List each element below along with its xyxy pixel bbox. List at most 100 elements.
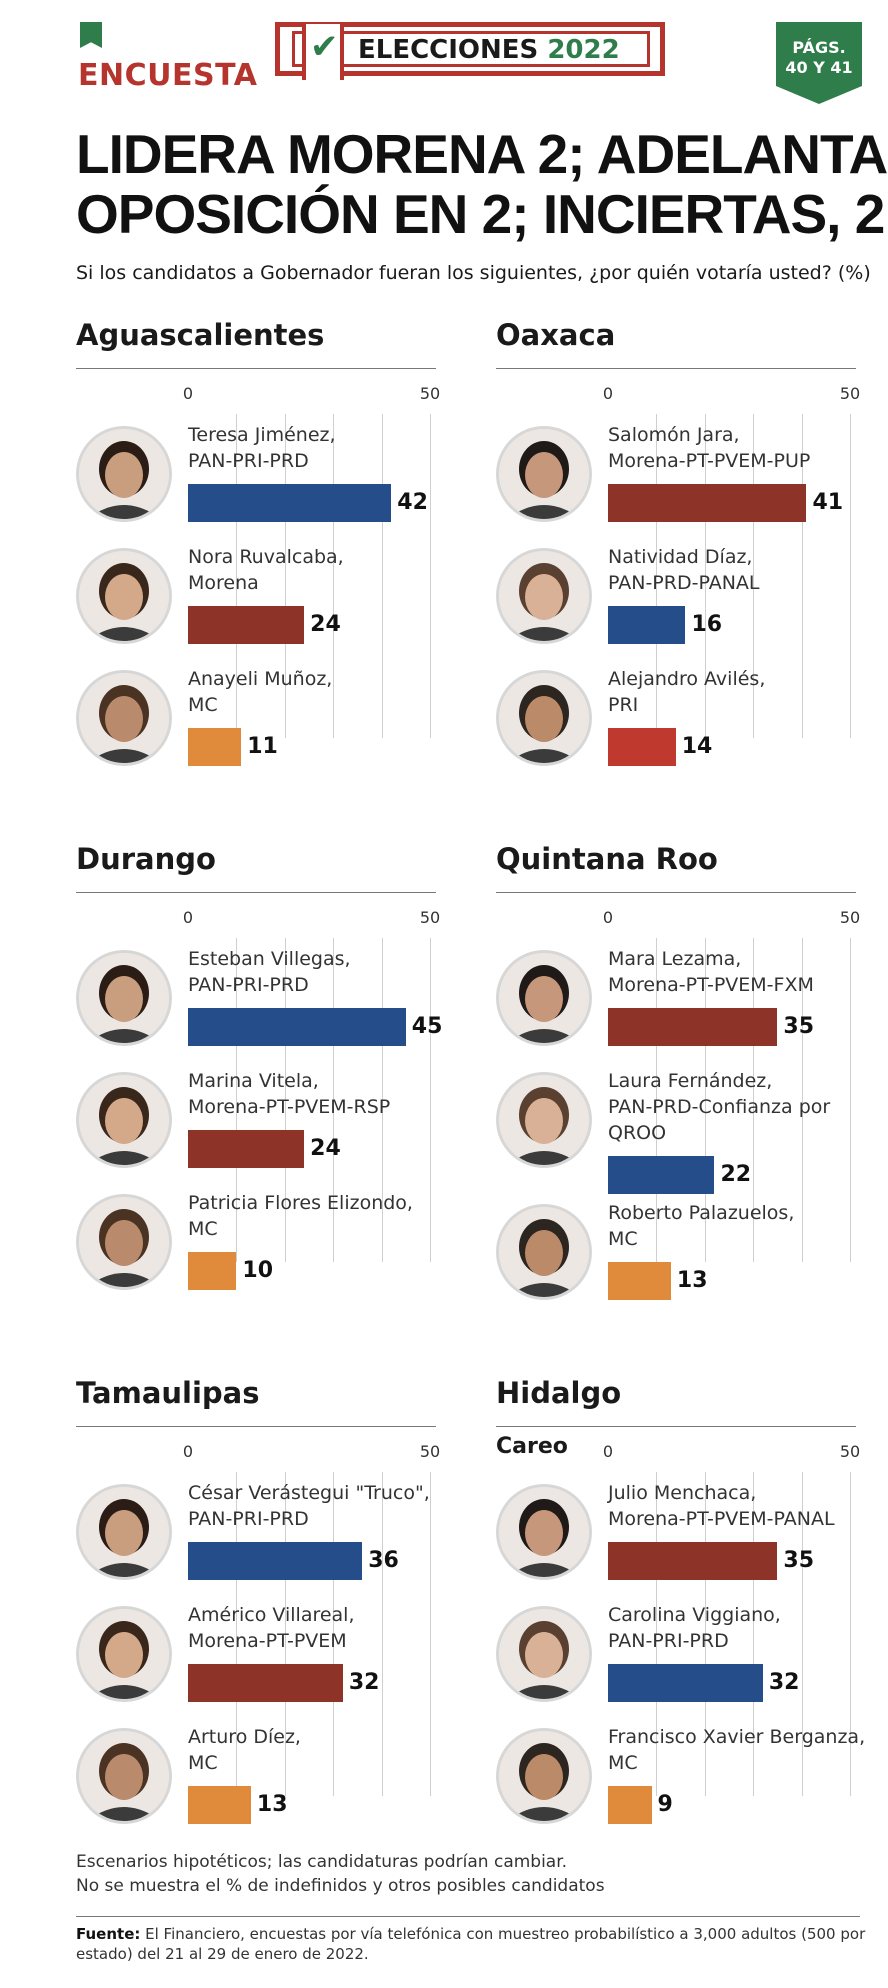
elections-banner: ✔ ELECCIONES 2022 bbox=[275, 22, 665, 80]
tick-label: 50 bbox=[839, 1442, 861, 1461]
gridline bbox=[704, 414, 706, 738]
candidate-name: Anayeli Muñoz, bbox=[188, 668, 333, 690]
bar bbox=[188, 1008, 406, 1046]
candidate-row: Patricia Flores Elizondo, MC 10 bbox=[76, 1192, 436, 1304]
gridline bbox=[381, 1472, 383, 1796]
gridline bbox=[704, 1472, 706, 1796]
data-label: 24 bbox=[310, 612, 341, 637]
candidate-label: Carolina Viggiano, PAN-PRI-PRD bbox=[608, 1602, 781, 1654]
candidate-row: Arturo Díez, MC 13 bbox=[76, 1726, 436, 1838]
candidate-party: MC bbox=[188, 1752, 218, 1774]
gridline bbox=[333, 938, 335, 1262]
chart-panel-quintana-roo: Quintana Roo 0 50 Mara Lezama, Morena-PT-PVE… bbox=[496, 842, 860, 1312]
candidate-label: Roberto Palazuelos, MC bbox=[608, 1200, 794, 1252]
gridline bbox=[430, 938, 431, 1262]
candidate-name: Marina Vitela, bbox=[188, 1070, 319, 1092]
candidate-label: Francisco Xavier Berganza, MC bbox=[608, 1724, 865, 1776]
candidate-photo bbox=[496, 1204, 592, 1300]
gridline bbox=[850, 414, 851, 738]
chart-title: Quintana Roo bbox=[496, 842, 718, 876]
candidate-label: Arturo Díez, MC bbox=[188, 1724, 301, 1776]
data-label: 16 bbox=[691, 612, 723, 637]
candidate-party: Morena bbox=[188, 572, 259, 594]
candidate-label: Mara Lezama, Morena-PT-PVEM-FXM bbox=[608, 946, 814, 998]
candidate-photo bbox=[76, 1728, 172, 1824]
candidate-label: Laura Fernández, PAN-PRD-Confianza por QRO… bbox=[608, 1068, 830, 1146]
candidate-photo bbox=[76, 670, 172, 766]
candidate-label: Nora Ruvalcaba, Morena bbox=[188, 544, 344, 596]
candidate-label: Natividad Díaz, PAN-PRD-PANAL bbox=[608, 544, 760, 596]
tick-label: 0 bbox=[602, 908, 614, 927]
gridline bbox=[753, 938, 755, 1262]
candidate-label: Anayeli Muñoz, MC bbox=[188, 666, 332, 718]
gridline bbox=[656, 1472, 658, 1796]
elections-label: ELECCIONES bbox=[358, 35, 539, 65]
gridline bbox=[333, 414, 335, 738]
headline: LIDERA MORENA 2; ADELANTA OPOSICIÓN EN 2… bbox=[76, 124, 888, 245]
candidate-label: Patricia Flores Elizondo, MC bbox=[188, 1190, 413, 1242]
candidate-party: MC bbox=[608, 1752, 638, 1774]
data-label: 32 bbox=[768, 1670, 800, 1695]
gridline bbox=[753, 414, 755, 738]
candidate-photo bbox=[496, 1728, 592, 1824]
candidate-row: Teresa Jiménez, PAN-PRI-PRD 42 bbox=[76, 424, 436, 536]
candidate-name: Américo Villareal, bbox=[188, 1604, 355, 1626]
candidate-photo bbox=[496, 1606, 592, 1702]
section-kicker: ENCUESTA bbox=[78, 58, 258, 93]
candidate-party: PAN-PRD-PANAL bbox=[608, 572, 760, 594]
data-label: 11 bbox=[247, 734, 278, 759]
bar bbox=[188, 1664, 343, 1702]
candidate-label: Esteban Villegas, PAN-PRI-PRD bbox=[188, 946, 351, 998]
source-note: Fuente: El Financiero, encuestas por vía… bbox=[76, 1924, 866, 1964]
headline-line-2: OPOSICIÓN EN 2; INCIERTAS, 2 bbox=[76, 183, 885, 245]
candidate-name: Natividad Díaz, bbox=[608, 546, 753, 568]
candidate-party: MC bbox=[608, 1228, 638, 1250]
candidate-party: PAN-PRI-PRD bbox=[188, 974, 309, 996]
bar bbox=[188, 1252, 237, 1290]
bar bbox=[608, 1542, 778, 1580]
candidate-photo bbox=[496, 1484, 592, 1580]
bar bbox=[188, 1786, 251, 1824]
tick-label: 50 bbox=[419, 384, 441, 403]
bar bbox=[188, 484, 392, 522]
candidate-label: Salomón Jara, Morena-PT-PVEM-PUP bbox=[608, 422, 810, 474]
gridline bbox=[381, 938, 383, 1262]
chart-title: Aguascalientes bbox=[76, 318, 325, 352]
candidate-name: Teresa Jiménez, bbox=[188, 424, 336, 446]
candidate-label: Marina Vitela, Morena-PT-PVEM-RSP bbox=[188, 1068, 390, 1120]
chart-panel-oaxaca: Oaxaca 0 50 Salomón Jara, Morena-PT-PVEM-PUP… bbox=[496, 318, 860, 788]
gridline bbox=[430, 414, 431, 738]
tick-label: 0 bbox=[182, 384, 194, 403]
candidate-row: Natividad Díaz, PAN-PRD-PANAL 16 bbox=[496, 546, 856, 658]
candidate-party: MC bbox=[188, 1218, 218, 1240]
pages-numbers: 40 Y 41 bbox=[785, 58, 853, 77]
title-rule bbox=[76, 1426, 436, 1427]
candidate-label: Teresa Jiménez, PAN-PRI-PRD bbox=[188, 422, 336, 474]
gridline bbox=[801, 938, 803, 1262]
candidate-row: Julio Menchaca, Morena-PT-PVEM-PANAL 35 bbox=[496, 1482, 856, 1594]
tick-label: 0 bbox=[182, 908, 194, 927]
gridline bbox=[284, 1472, 286, 1796]
gridline bbox=[704, 938, 706, 1262]
bar bbox=[608, 1008, 778, 1046]
candidate-name: Salomón Jara, bbox=[608, 424, 740, 446]
candidate-photo bbox=[76, 1194, 172, 1290]
candidate-row: Nora Ruvalcaba, Morena 24 bbox=[76, 546, 436, 658]
bar bbox=[608, 728, 676, 766]
candidate-name: César Verástegui "Truco", bbox=[188, 1482, 430, 1504]
data-label: 35 bbox=[783, 1548, 815, 1573]
candidate-photo bbox=[76, 1072, 172, 1168]
check-icon: ✔ bbox=[310, 27, 339, 67]
title-rule bbox=[496, 892, 856, 893]
title-rule bbox=[76, 368, 436, 369]
gridline bbox=[801, 414, 803, 738]
bar bbox=[608, 1664, 763, 1702]
gridline bbox=[656, 414, 658, 738]
candidate-row: Marina Vitela, Morena-PT-PVEM-RSP 24 bbox=[76, 1070, 436, 1182]
data-label: 14 bbox=[681, 734, 713, 759]
divider bbox=[76, 1916, 860, 1917]
candidate-label: César Verástegui "Truco", PAN-PRI-PRD bbox=[188, 1480, 430, 1532]
candidate-photo bbox=[76, 1606, 172, 1702]
data-label: 36 bbox=[368, 1548, 399, 1573]
footnote: Escenarios hipotéticos; las candidaturas… bbox=[76, 1850, 605, 1898]
